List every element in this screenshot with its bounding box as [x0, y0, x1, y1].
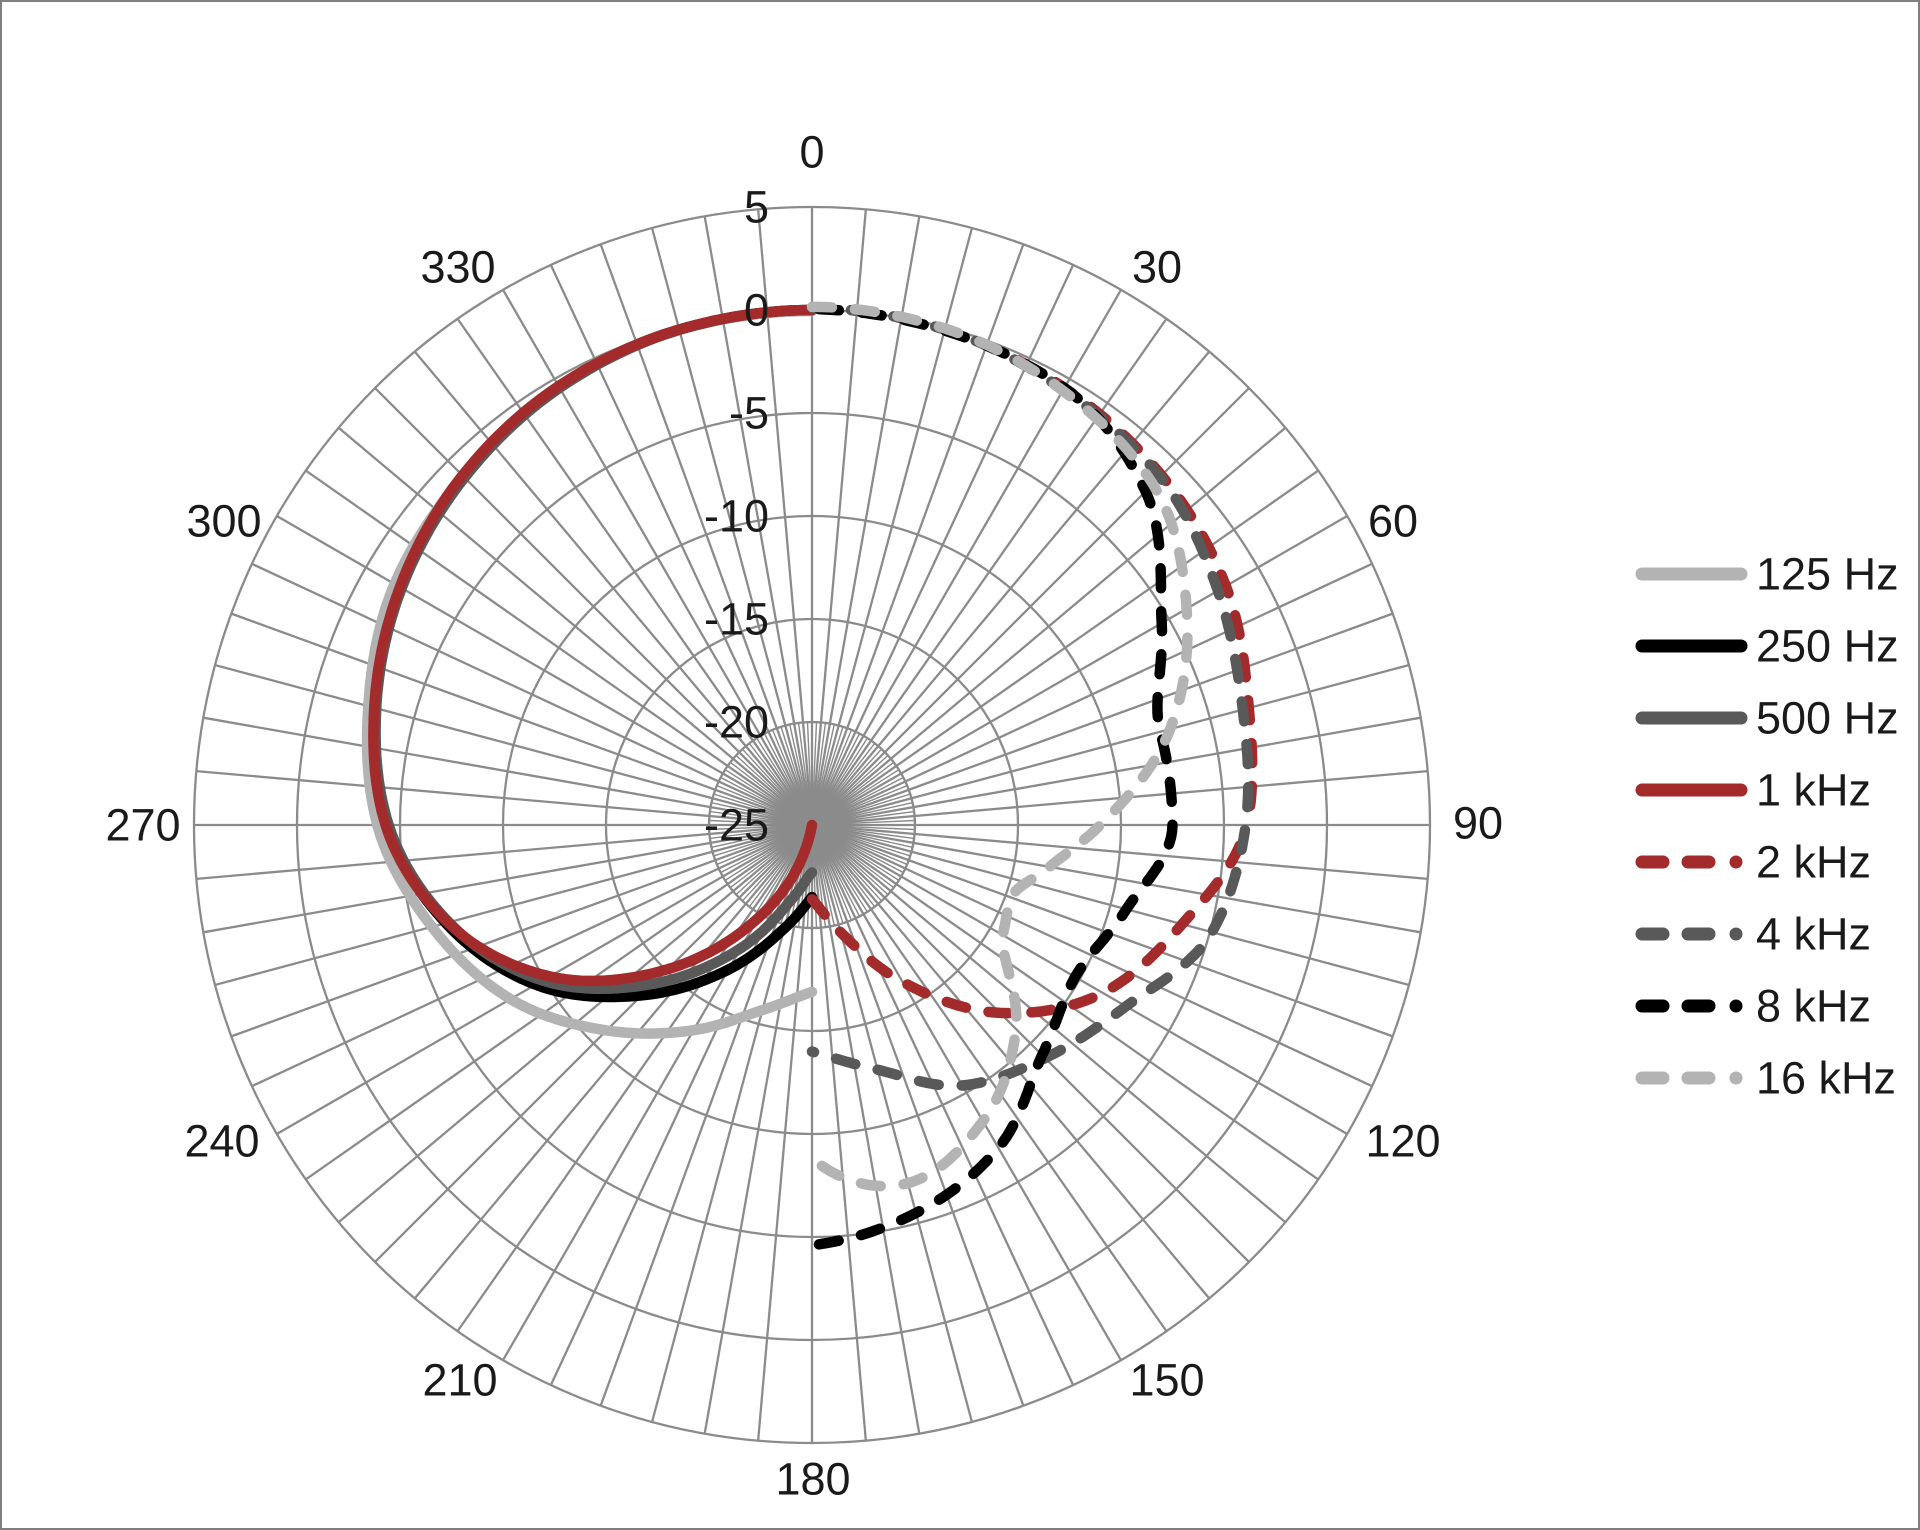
svg-text:250 Hz: 250 Hz	[1756, 621, 1899, 672]
svg-text:16 kHz: 16 kHz	[1756, 1053, 1896, 1104]
svg-text:1 kHz: 1 kHz	[1756, 765, 1871, 816]
svg-text:-20: -20	[704, 697, 769, 748]
svg-text:500 Hz: 500 Hz	[1756, 693, 1899, 744]
svg-text:0: 0	[799, 127, 824, 178]
svg-text:30: 30	[1132, 242, 1182, 293]
svg-text:0: 0	[744, 285, 769, 336]
svg-text:210: 210	[422, 1355, 497, 1406]
svg-text:330: 330	[420, 242, 495, 293]
svg-text:300: 300	[186, 496, 261, 547]
svg-text:5: 5	[744, 182, 769, 233]
svg-text:-5: -5	[729, 388, 769, 439]
svg-text:90: 90	[1453, 798, 1503, 849]
svg-text:-10: -10	[704, 491, 769, 542]
svg-text:125 Hz: 125 Hz	[1756, 549, 1899, 600]
svg-text:240: 240	[184, 1116, 259, 1167]
svg-text:-15: -15	[704, 594, 769, 645]
svg-text:180: 180	[775, 1454, 850, 1505]
svg-text:8 kHz: 8 kHz	[1756, 981, 1871, 1032]
svg-text:270: 270	[105, 800, 180, 851]
svg-text:120: 120	[1365, 1116, 1440, 1167]
svg-text:60: 60	[1368, 496, 1418, 547]
svg-text:2 kHz: 2 kHz	[1756, 837, 1871, 888]
svg-text:4 kHz: 4 kHz	[1756, 909, 1871, 960]
svg-text:-25: -25	[704, 800, 769, 851]
svg-text:150: 150	[1129, 1355, 1204, 1406]
